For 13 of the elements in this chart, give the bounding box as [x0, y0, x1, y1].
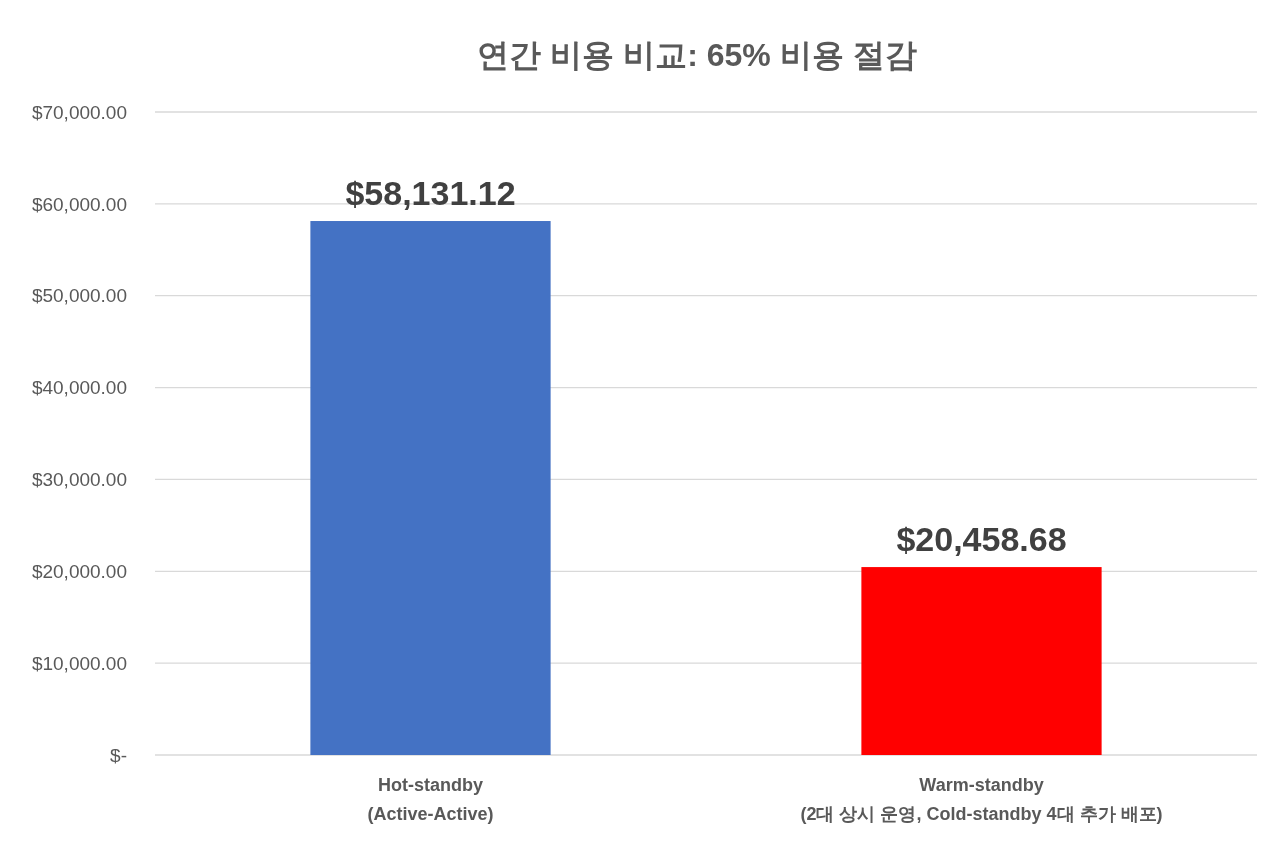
y-tick-label: $60,000.00	[31, 193, 127, 215]
y-tick-label: $40,000.00	[31, 377, 127, 399]
y-tick-label: $50,000.00	[31, 285, 127, 307]
chart-title: 연간 비용 비교: 65% 비용 절감	[477, 37, 917, 73]
data-label: $58,131.12	[345, 174, 516, 213]
y-tick-label: $10,000.00	[31, 652, 127, 674]
x-tick-label: Hot-standby (Active-Active)	[367, 775, 494, 824]
y-tick-label: $30,000.00	[31, 469, 127, 491]
y-tick-label: $70,000.00	[31, 101, 127, 123]
data-label: $20,458.68	[896, 520, 1067, 559]
y-tick-label: $-	[110, 744, 127, 766]
y-tick-label: $20,000.00	[31, 560, 127, 582]
x-tick-label: Warm-standby (2대 상시 운영, Cold-standby 4대 추가 배포)	[800, 775, 1163, 824]
